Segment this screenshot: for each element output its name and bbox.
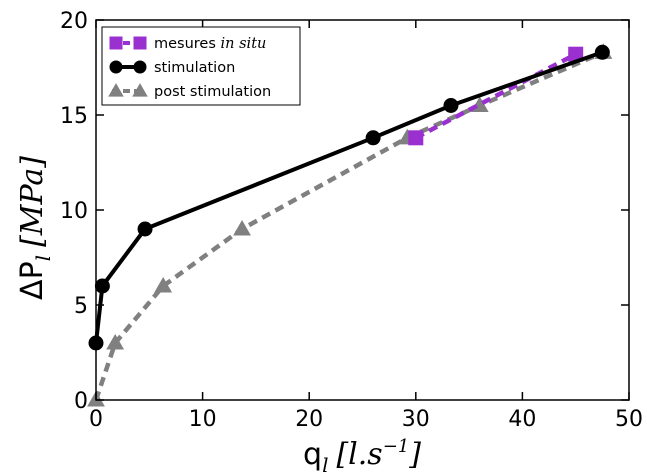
y-tick-label: 15 [60, 104, 88, 129]
y-axis-label-main: ΔP [15, 261, 50, 300]
data-point [154, 276, 173, 293]
legend-marker [133, 60, 147, 74]
legend-item-stimulation: stimulation [109, 60, 235, 76]
data-point [408, 130, 424, 146]
data-point [106, 333, 125, 350]
x-axis-label-units-sup: −1 [383, 436, 410, 457]
y-axis-label-units: [MPa] [15, 156, 50, 247]
x-tick-label: 0 [89, 407, 103, 432]
legend-label-plain: mesures [154, 36, 221, 52]
x-axis-label-sub: l [322, 453, 328, 474]
legend-label: stimulation [154, 60, 235, 76]
legend-marker [133, 36, 147, 50]
series-line-stimulation [94, 50, 604, 344]
legend-marker [109, 60, 123, 74]
data-point [94, 278, 110, 294]
data-point [443, 98, 459, 113]
legend-item-mesures-in-situ: mesures in situ [109, 36, 266, 52]
axes: 0 10 20 30 40 50 0 5 10 15 20 [60, 9, 643, 432]
data-point [233, 219, 251, 236]
series-stimulation [88, 44, 610, 351]
x-tick-label: 40 [508, 407, 536, 432]
data-point [594, 44, 610, 60]
x-tick-label: 20 [295, 407, 323, 432]
x-axis-label-units-end: ] [408, 437, 421, 472]
legend-label-italic: in situ [221, 36, 267, 52]
x-tick-label: 30 [402, 407, 430, 432]
x-axis-label: ql [l.s−1] [303, 436, 421, 474]
legend-label: mesures in situ [154, 36, 266, 52]
legend-marker [109, 36, 123, 50]
y-axis-label: ΔPl [MPa] [15, 156, 55, 300]
legend-label: post stimulation [154, 84, 271, 100]
plot-area [87, 43, 613, 407]
legend: mesures in situ stimulation post stimulati… [101, 26, 301, 106]
data-point [137, 221, 153, 237]
legend-marker [108, 83, 124, 97]
x-axis-label-main: q [303, 437, 322, 472]
y-tick-label: 20 [60, 9, 88, 34]
x-tick-label: 10 [189, 407, 217, 432]
x-tick-label: 50 [615, 407, 643, 432]
legend-item-post-stimulation: post stimulation [108, 83, 271, 100]
y-tick-label: 0 [74, 389, 88, 414]
y-tick-label: 10 [60, 199, 88, 224]
series-line-mesures-in-situ [414, 52, 577, 140]
y-axis-label-sub: l [31, 255, 55, 261]
legend-marker [132, 83, 148, 97]
series-mesures-in-situ [408, 46, 584, 146]
y-tick-label: 5 [74, 294, 88, 319]
x-axis-label-units: [l.s [336, 437, 382, 472]
data-point [365, 130, 381, 146]
